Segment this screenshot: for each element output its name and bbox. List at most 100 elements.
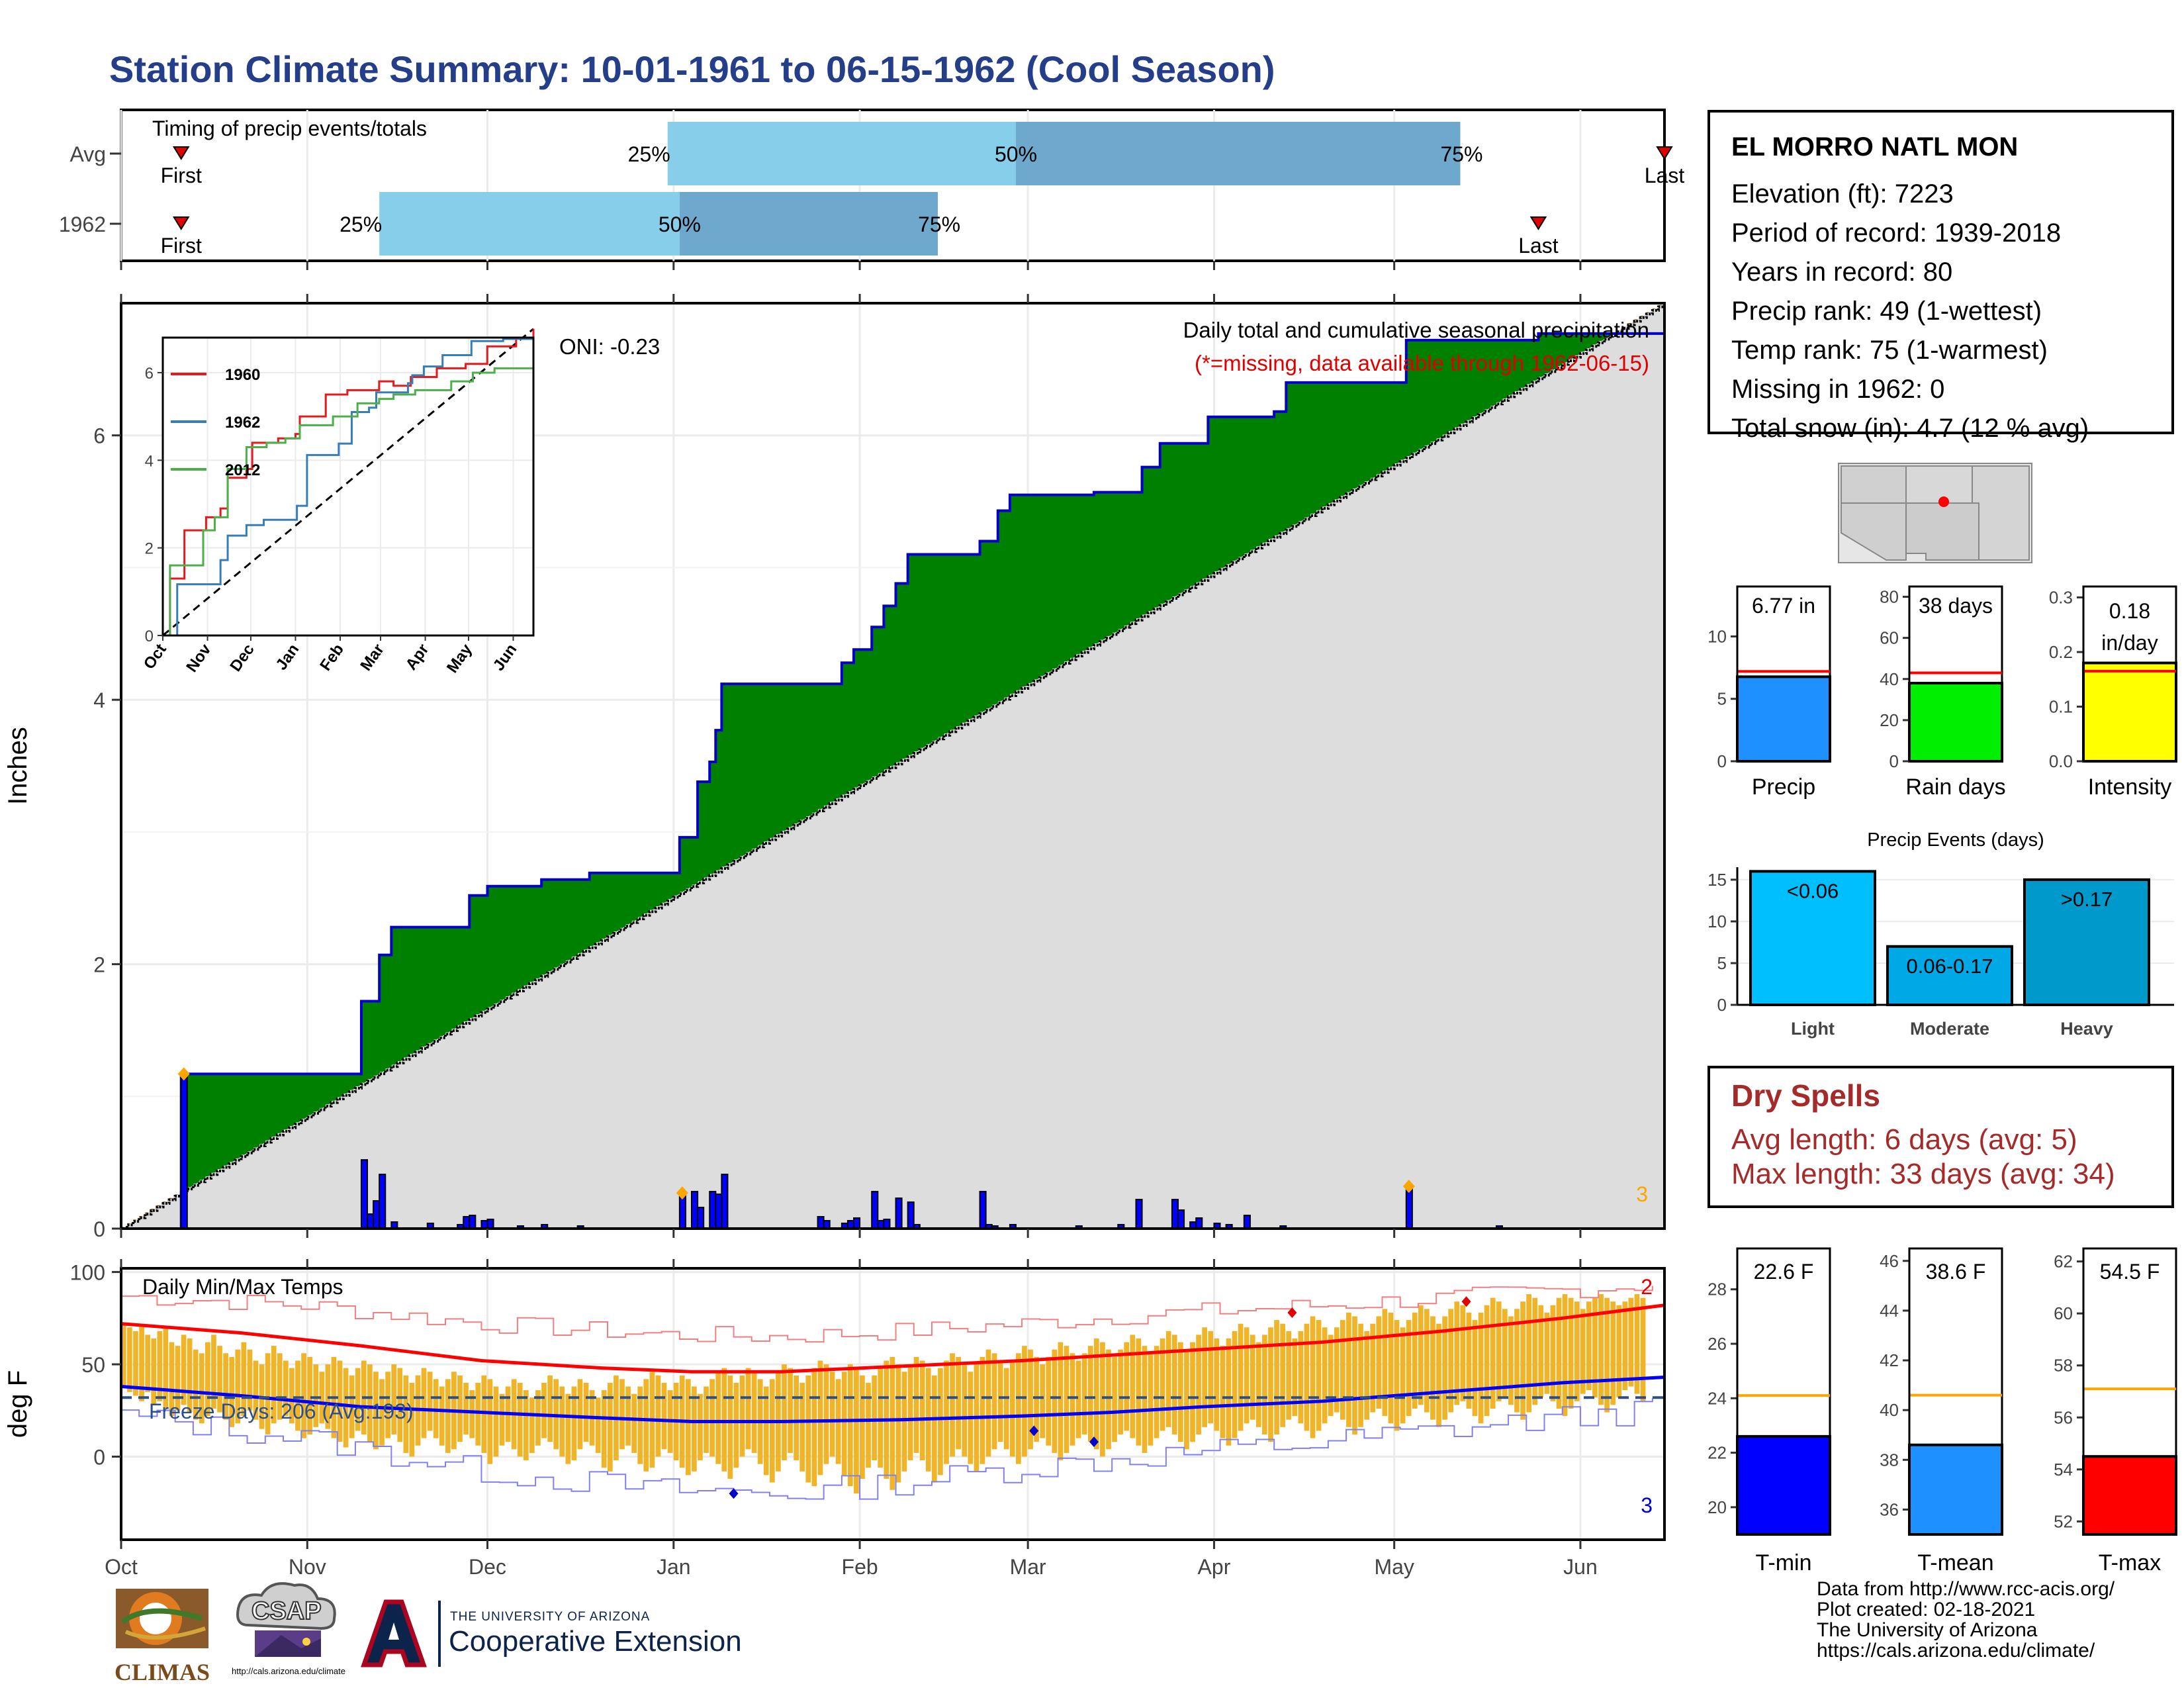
temp-range-bar (1418, 1305, 1424, 1405)
precip-daily-bar (1135, 1199, 1143, 1230)
precip-surplus-area (679, 837, 686, 892)
precip-daily-bar (853, 1217, 861, 1229)
precip-surplus-area (1580, 333, 1587, 352)
precip-surplus-area (757, 684, 764, 845)
credit-line: Data from http://www.rcc-acis.org/ (1817, 1578, 2115, 1600)
temp-bar-label: T-max (2099, 1550, 2161, 1575)
precip-y-tick-label: 0 (93, 1217, 105, 1241)
temp-range-bar (283, 1360, 289, 1417)
temp-record-min-marker (1029, 1425, 1039, 1436)
precip-surplus-area (481, 895, 488, 1011)
temp-range-bar (1640, 1297, 1646, 1401)
month-tick-label: Jan (657, 1555, 691, 1579)
inset-bg (163, 338, 533, 635)
precip-surplus-area (1003, 510, 1011, 698)
precip-surplus-area (979, 541, 987, 712)
temp-range-bar (1466, 1312, 1472, 1409)
precip-surplus-area (913, 554, 921, 752)
precip-surplus-area (223, 1074, 230, 1166)
precip-surplus-area (229, 1074, 236, 1162)
temp-range-bar (1406, 1320, 1412, 1417)
precip-surplus-area (835, 684, 842, 798)
temp-range-bar (1340, 1320, 1345, 1420)
precip-y-tick-label: 2 (93, 953, 105, 977)
precip-surplus-area (205, 1074, 212, 1177)
precip-surplus-area (919, 554, 927, 748)
precip-surplus-area (1532, 340, 1539, 381)
temp-range-bar (878, 1368, 884, 1468)
temp-range-bar (692, 1386, 697, 1472)
precip-surplus-area (1514, 340, 1521, 392)
precip-daily-bar (979, 1191, 987, 1229)
season-bar-label: Rain days (1905, 774, 2005, 800)
locator-map-region (1905, 465, 1973, 504)
precip-surplus-area (614, 872, 620, 932)
temp-range-bar (1196, 1335, 1201, 1435)
temp-record-max-marker (1287, 1307, 1297, 1318)
precip-surplus-area (1016, 494, 1023, 690)
station-info-box: EL MORRO NATL MON Elevation (ft): 7223 P… (1707, 110, 2174, 443)
temp-y-tick-label: 0 (93, 1445, 105, 1469)
temp-range-bar (241, 1342, 247, 1417)
season-bar-label: Precip (1752, 774, 1815, 800)
temp-range-bar (1496, 1301, 1502, 1401)
precip-surplus-area (1244, 416, 1251, 554)
temp-range-bar (337, 1360, 343, 1442)
credit-line: The University of Arizona (1817, 1619, 2038, 1641)
precip-surplus-area (685, 837, 692, 888)
precip-surplus-area (655, 872, 662, 907)
precip-surplus-area (277, 1074, 284, 1133)
temp-t-mean-bar (1908, 1443, 2003, 1536)
temp-range-bar (1532, 1297, 1538, 1405)
temp-range-bar (1165, 1331, 1171, 1427)
events-bar-value: >0.17 (2061, 888, 2113, 911)
precip-surplus-area (325, 1074, 332, 1105)
precip-surplus-area (1358, 382, 1365, 485)
precip-daily-bar (697, 1207, 705, 1229)
inset-y-tick-label: 2 (145, 540, 154, 558)
season-value-label: 38 days (1919, 594, 1993, 618)
precip-surplus-area (1394, 382, 1401, 464)
season-intensity-y-tick-label: 0.0 (2049, 751, 2073, 771)
temp-y-tick-label: 50 (81, 1353, 105, 1377)
precip-surplus-area (463, 927, 470, 1022)
temp-range-bar (872, 1375, 877, 1461)
temp-range-bar (163, 1327, 169, 1409)
temp-average-min-line (120, 1376, 1665, 1423)
precip-daily-bar (463, 1216, 471, 1230)
precip-surplus-area (1046, 494, 1053, 673)
temp-range-bar (1538, 1305, 1544, 1398)
timing-row-label: Avg (69, 142, 106, 166)
month-tick-label: Apr (1198, 1555, 1231, 1579)
temp-range-bar (481, 1375, 487, 1453)
locator-map-region (1972, 465, 2030, 561)
oni-value: ONI: -0.23 (559, 334, 660, 359)
temp-t-max-bar (2082, 1455, 2177, 1536)
temp-range-bar (1298, 1331, 1304, 1424)
precip-surplus-area (841, 663, 848, 795)
precip-surplus-area (847, 663, 854, 792)
temp-range-bar (445, 1379, 451, 1453)
precip-surplus-area (337, 1074, 344, 1098)
temp-range-bar (1502, 1309, 1508, 1398)
precip-surplus-area (1466, 340, 1473, 420)
ua-divider (438, 1601, 441, 1667)
events-bar-label: Light (1791, 1019, 1835, 1039)
temp-range-bar (950, 1353, 955, 1457)
locator-map-region (1841, 465, 1907, 504)
temp-range-bar (1130, 1335, 1136, 1438)
timing-row-label: 1962 (59, 212, 106, 236)
temp-range-bar (1550, 1305, 1556, 1401)
precip-daily-bar (1195, 1217, 1203, 1229)
temp-range-bar (265, 1353, 271, 1435)
temp-range-bar (1586, 1301, 1592, 1391)
temp-range-bar (313, 1364, 319, 1427)
precip-surplus-area (1538, 333, 1545, 377)
inset-legend-label: 1960 (225, 366, 260, 384)
temp-range-bar (1202, 1327, 1208, 1427)
precip-surplus-area (511, 886, 518, 993)
temp-range-bar (1075, 1360, 1081, 1438)
temp-range-bar (1364, 1331, 1370, 1420)
precip-caption: Daily total and cumulative seasonal prec… (1183, 318, 1649, 342)
precip-surplus-area (1058, 494, 1065, 665)
